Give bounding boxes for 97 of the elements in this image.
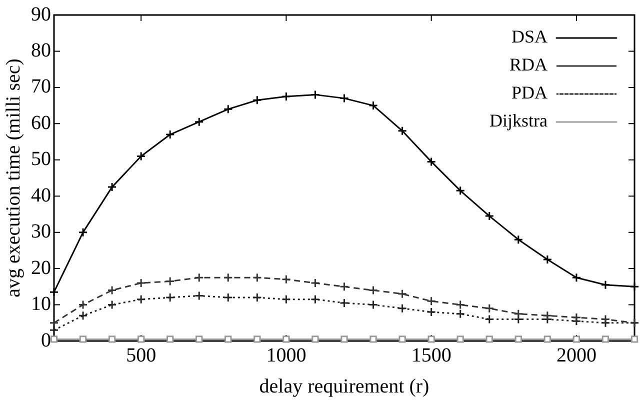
point — [602, 336, 610, 343]
y-tick-label: 50 — [31, 148, 51, 170]
point — [165, 292, 175, 302]
x-tick-label: 500 — [126, 344, 156, 366]
point — [107, 286, 117, 296]
point — [398, 304, 408, 314]
x-tick-label: 1500 — [411, 344, 452, 366]
point — [542, 310, 552, 320]
point — [630, 336, 638, 343]
point — [600, 314, 610, 324]
point — [79, 336, 87, 343]
legend-label: DSA — [511, 26, 548, 47]
point — [486, 336, 493, 343]
x-axis-title: delay requirement (r) — [259, 375, 430, 398]
point — [165, 130, 175, 140]
point — [340, 336, 348, 343]
point — [223, 272, 233, 282]
point — [223, 292, 233, 302]
legend-label: PDA — [511, 82, 548, 103]
point — [136, 152, 146, 162]
point — [49, 287, 59, 297]
point — [428, 336, 435, 343]
point — [310, 90, 320, 100]
point — [398, 336, 406, 343]
point — [252, 292, 262, 302]
point — [78, 310, 88, 320]
point — [600, 280, 610, 290]
point — [224, 336, 232, 343]
point — [544, 336, 552, 343]
point — [78, 300, 88, 310]
x-tick-label: 2000 — [556, 344, 596, 366]
y-tick-label: 70 — [31, 76, 51, 98]
point — [370, 336, 377, 343]
point — [254, 336, 261, 343]
y-tick-label: 0 — [41, 329, 51, 352]
point — [282, 336, 290, 343]
point — [630, 282, 640, 292]
point — [368, 100, 378, 110]
y-tick-label: 20 — [31, 256, 51, 279]
point — [514, 234, 524, 244]
point — [50, 336, 58, 343]
legend-label: Dijkstra — [490, 110, 548, 131]
point — [456, 309, 466, 319]
point — [49, 325, 59, 335]
point — [310, 278, 320, 288]
point — [107, 182, 117, 192]
point — [137, 336, 145, 343]
y-tick-label: 60 — [31, 112, 51, 134]
x-tick-label: 1000 — [266, 344, 306, 366]
y-axis-title: avg execution time (milli sec) — [2, 58, 24, 298]
point — [49, 318, 59, 328]
point — [514, 336, 522, 343]
point — [398, 289, 408, 299]
point — [572, 272, 582, 282]
y-tick-label: 10 — [31, 293, 51, 316]
point — [223, 104, 233, 114]
point — [456, 336, 464, 343]
point — [456, 186, 466, 196]
point — [484, 304, 494, 314]
point — [426, 307, 436, 317]
point — [514, 309, 524, 319]
point — [484, 211, 494, 221]
point — [281, 92, 291, 102]
point — [194, 272, 204, 282]
point — [368, 286, 378, 296]
y-tick-label: 40 — [31, 184, 51, 206]
point — [194, 290, 204, 300]
point — [252, 95, 262, 105]
point — [108, 336, 116, 343]
point — [340, 94, 349, 104]
point — [196, 336, 203, 343]
y-tick-label: 30 — [31, 220, 51, 243]
point — [398, 126, 408, 136]
y-tick-label: 80 — [31, 39, 51, 62]
point — [194, 117, 204, 127]
point — [136, 294, 146, 304]
point — [281, 274, 291, 284]
point — [456, 300, 466, 310]
point — [78, 228, 88, 238]
point — [165, 276, 175, 286]
point — [368, 300, 378, 310]
legend-label: RDA — [509, 54, 548, 75]
point — [426, 296, 436, 306]
point — [252, 272, 262, 282]
point — [572, 312, 582, 322]
point — [542, 254, 552, 264]
point — [340, 282, 349, 292]
point — [281, 294, 291, 304]
point — [426, 156, 436, 166]
y-tick-label: 90 — [31, 3, 51, 26]
point — [340, 298, 349, 308]
point — [312, 336, 319, 343]
point — [310, 294, 320, 304]
point — [107, 300, 117, 310]
point — [572, 336, 580, 343]
point — [136, 278, 146, 288]
point — [166, 336, 174, 343]
